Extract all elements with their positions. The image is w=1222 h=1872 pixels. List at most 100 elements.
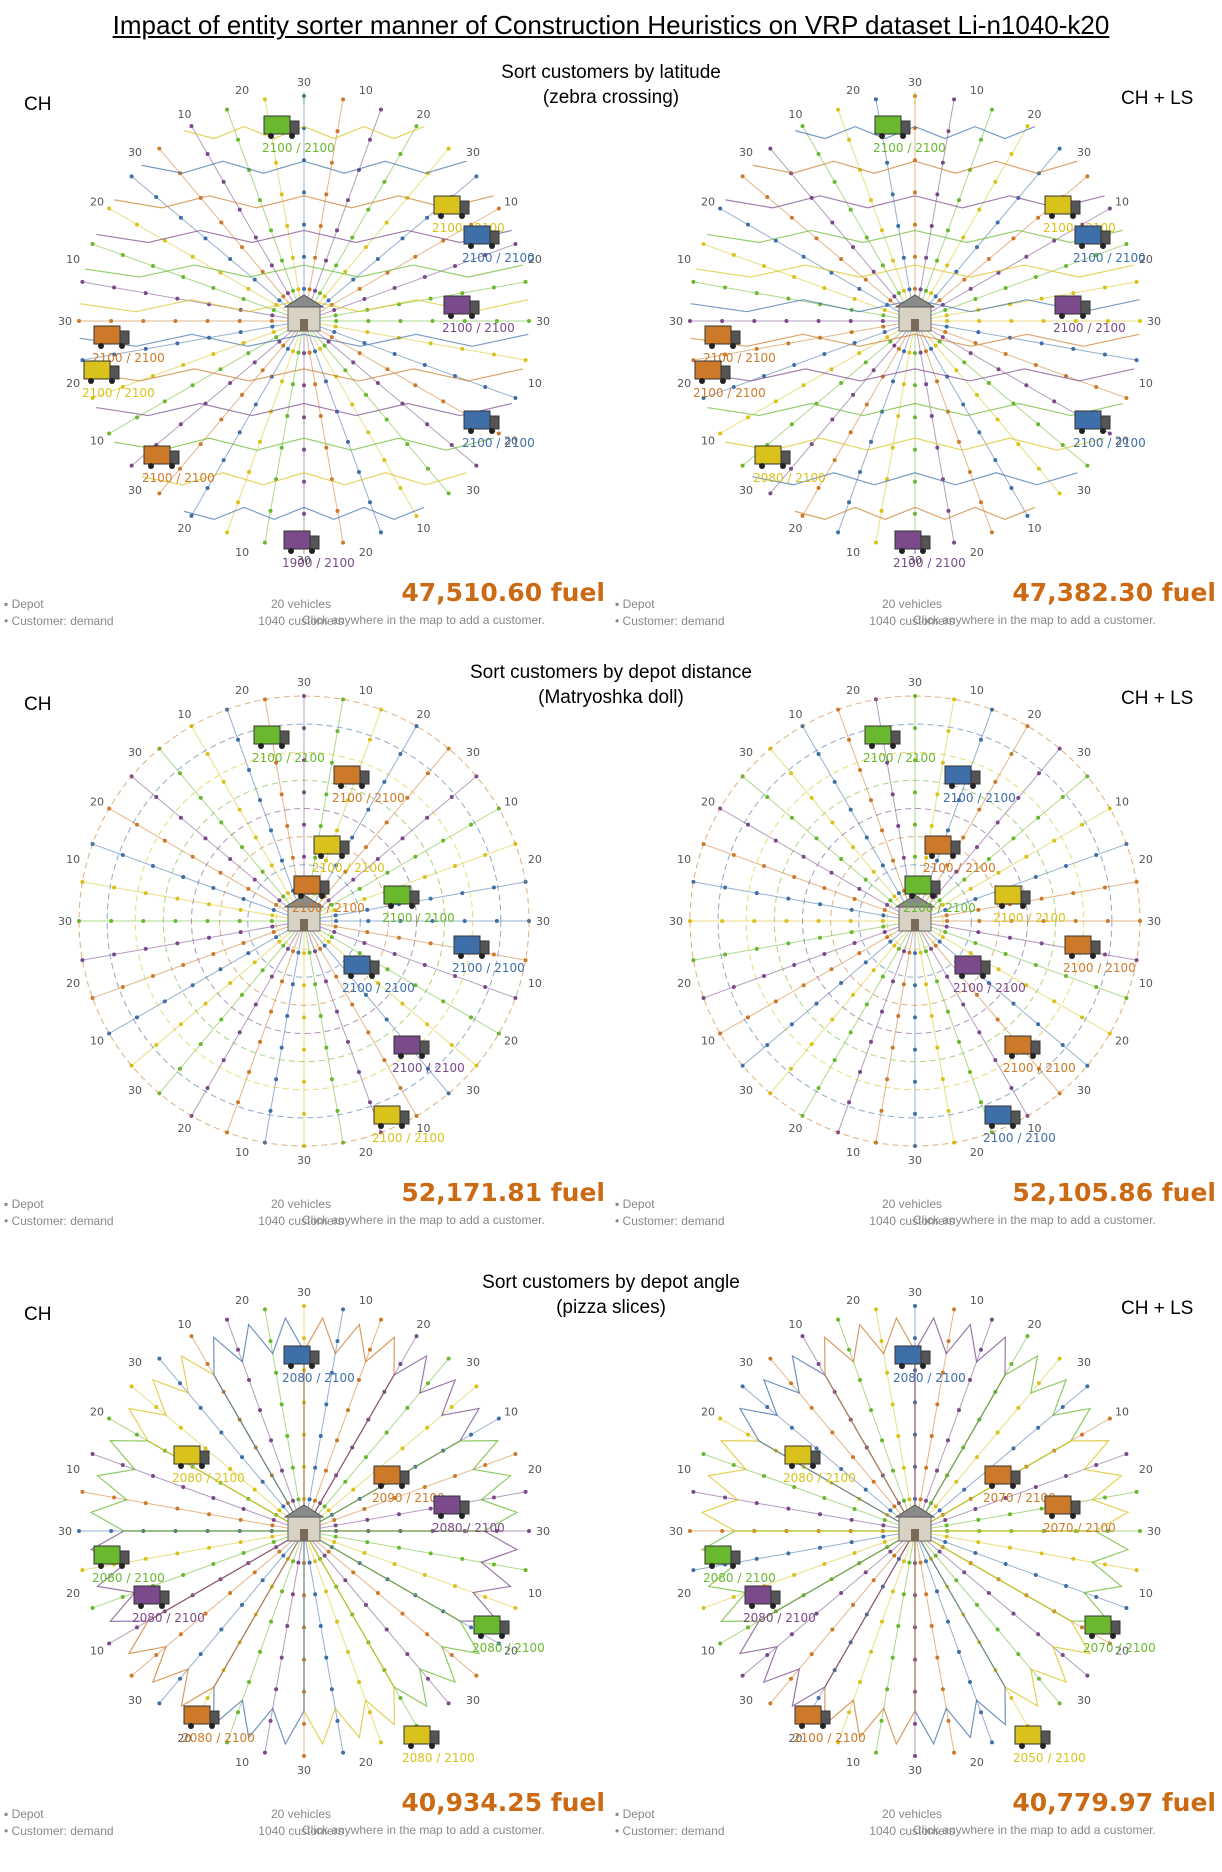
vehicle-truck-icon[interactable] <box>463 225 500 249</box>
vehicle-truck-icon[interactable] <box>183 1705 220 1729</box>
customer-dot <box>818 1545 823 1550</box>
vehicle-truck-icon[interactable] <box>313 835 350 859</box>
customer-dot <box>809 442 814 447</box>
vehicle-truck-icon[interactable] <box>283 530 320 554</box>
customer-dot <box>271 329 276 334</box>
vehicle-truck-icon[interactable] <box>984 1465 1021 1489</box>
vehicle-truck-icon[interactable] <box>473 1615 510 1639</box>
vehicle-truck-icon[interactable] <box>904 875 941 899</box>
customer-dot <box>1080 1015 1085 1020</box>
vrp-map[interactable]: 3010203010203010203010203010203010203010… <box>625 676 1205 1186</box>
depot-icon[interactable] <box>283 1504 325 1542</box>
vehicle-truck-icon[interactable] <box>443 295 480 319</box>
customer-dot <box>246 351 251 356</box>
vehicle-truck-icon[interactable] <box>1074 410 1111 434</box>
vehicle-truck-icon[interactable] <box>433 1495 470 1519</box>
vehicle-truck-icon[interactable] <box>173 1445 210 1469</box>
vehicle-truck-icon[interactable] <box>994 885 1031 909</box>
vehicle-load-label: 2070 / 2100 <box>1043 1521 1116 1535</box>
vehicle-truck-icon[interactable] <box>784 1445 821 1469</box>
vehicle-count: 20 vehicles <box>881 1807 943 1821</box>
vehicle-truck-icon[interactable] <box>293 875 330 899</box>
customer-dot <box>496 206 501 211</box>
route-spoke <box>303 920 417 1117</box>
demand-label: 10 <box>1139 377 1153 390</box>
customer-dot <box>425 1676 430 1681</box>
customer-count: 1040 customers <box>258 1214 344 1228</box>
vehicle-truck-icon[interactable] <box>954 955 991 979</box>
vehicle-truck-icon[interactable] <box>694 360 731 384</box>
vehicle-truck-icon[interactable] <box>83 360 120 384</box>
depot-icon[interactable] <box>283 294 325 332</box>
vehicle-truck-icon[interactable] <box>343 955 380 979</box>
vehicle-truck-icon[interactable] <box>333 765 370 789</box>
vrp-map[interactable]: 3010203010203010203010203010203010203010… <box>14 76 594 586</box>
vehicle-truck-icon[interactable] <box>944 765 981 789</box>
vrp-map[interactable]: 3010203010203010203010203010203010203010… <box>14 676 594 1186</box>
vehicle-truck-icon[interactable] <box>393 1035 430 1059</box>
customer-dot <box>237 430 242 435</box>
route-spoke <box>875 320 916 543</box>
vehicle-truck-icon[interactable] <box>383 885 420 909</box>
vehicle-truck-icon[interactable] <box>433 195 470 219</box>
vehicle-truck-icon[interactable] <box>143 445 180 469</box>
vehicle-load-label: 2100 / 2100 <box>693 386 766 400</box>
depot-icon[interactable] <box>283 894 325 932</box>
customer-dot <box>384 820 389 825</box>
vehicle-truck-icon[interactable] <box>1044 195 1081 219</box>
vehicle-truck-icon[interactable] <box>704 1545 741 1569</box>
customer-dot <box>913 726 917 731</box>
vrp-map[interactable]: 3010203010203010203010203010203010203010… <box>14 1286 594 1796</box>
route-spoke <box>914 1530 1088 1677</box>
vehicle-truck-icon[interactable] <box>253 725 290 749</box>
vehicle-truck-icon[interactable] <box>1014 1725 1051 1749</box>
customer-dot <box>852 1550 857 1555</box>
vehicle-truck-icon[interactable] <box>984 1105 1021 1129</box>
demand-label: 20 <box>677 1587 691 1600</box>
vehicle-truck-icon[interactable] <box>1054 295 1091 319</box>
vehicle-truck-icon[interactable] <box>754 445 791 469</box>
demand-label: 30 <box>128 146 142 159</box>
customer-dot <box>392 286 397 291</box>
customer-dot <box>313 982 318 987</box>
vehicle-truck-icon[interactable] <box>93 1545 130 1569</box>
customer-dot <box>350 235 355 240</box>
vehicle-truck-icon[interactable] <box>373 1465 410 1489</box>
vehicle-truck-icon[interactable] <box>894 1345 931 1369</box>
demand-label: 10 <box>528 377 542 390</box>
route-spoke <box>303 1530 382 1743</box>
vehicle-truck-icon[interactable] <box>263 115 300 139</box>
vehicle-truck-icon[interactable] <box>794 1705 831 1729</box>
vehicle-truck-icon[interactable] <box>1044 1495 1081 1519</box>
vehicle-load-label: 2100 / 2100 <box>392 1061 465 1075</box>
depot-icon[interactable] <box>894 1504 936 1542</box>
vehicle-truck-icon[interactable] <box>1084 1615 1121 1639</box>
vehicle-truck-icon[interactable] <box>874 115 911 139</box>
vehicle-load-label: 2100 / 2100 <box>462 436 535 450</box>
vehicle-truck-icon[interactable] <box>894 530 931 554</box>
customer-dot <box>491 1495 496 1500</box>
depot-icon[interactable] <box>894 894 936 932</box>
vrp-map[interactable]: 3010203010203010203010203010203010203010… <box>625 76 1205 586</box>
vehicle-truck-icon[interactable] <box>453 935 490 959</box>
vehicle-truck-icon[interactable] <box>924 835 961 859</box>
customer-dot <box>334 828 339 833</box>
vehicle-truck-icon[interactable] <box>744 1585 781 1609</box>
demand-label: 20 <box>90 1406 104 1419</box>
vehicle-truck-icon[interactable] <box>463 410 500 434</box>
customer-dot <box>341 697 346 702</box>
vehicle-truck-icon[interactable] <box>1004 1035 1041 1059</box>
vehicle-truck-icon[interactable] <box>1064 935 1101 959</box>
vehicle-truck-icon[interactable] <box>1074 225 1111 249</box>
customer-dot <box>366 207 371 212</box>
depot-icon[interactable] <box>894 294 936 332</box>
vrp-map[interactable]: 3010203010203010203010203010203010203010… <box>625 1286 1205 1796</box>
vehicle-truck-icon[interactable] <box>403 1725 440 1749</box>
vehicle-truck-icon[interactable] <box>93 325 130 349</box>
customer-dot <box>973 897 978 902</box>
vehicle-truck-icon[interactable] <box>283 1345 320 1369</box>
vehicle-truck-icon[interactable] <box>133 1585 170 1609</box>
vehicle-truck-icon[interactable] <box>864 725 901 749</box>
vehicle-truck-icon[interactable] <box>373 1105 410 1129</box>
vehicle-truck-icon[interactable] <box>704 325 741 349</box>
